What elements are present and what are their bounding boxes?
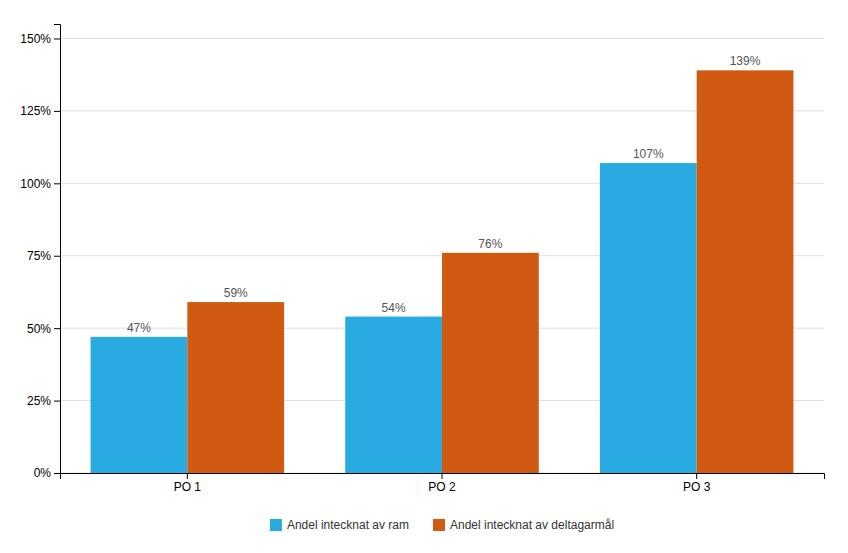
x-tick-label: PO 1 bbox=[174, 480, 202, 494]
data-label: 76% bbox=[478, 237, 502, 251]
x-tick: PO 1 bbox=[174, 473, 202, 494]
x-tick-label: PO 2 bbox=[428, 480, 456, 494]
y-tick: 100% bbox=[20, 177, 60, 191]
data-labels: 47% 54% 107% 59% 76% 139% bbox=[127, 54, 761, 335]
bar bbox=[442, 253, 539, 473]
x-tick-mark bbox=[696, 473, 697, 479]
data-label: 54% bbox=[382, 301, 406, 315]
y-tick-label: 150% bbox=[20, 32, 51, 46]
legend-label: Andel intecknat av ram bbox=[287, 518, 409, 532]
bar bbox=[187, 302, 284, 473]
y-tick-mark bbox=[54, 256, 60, 257]
data-label: 59% bbox=[224, 286, 248, 300]
y-tick-mark bbox=[54, 473, 60, 474]
x-axis: PO 1 PO 2 PO 3 bbox=[61, 473, 825, 494]
plot: 47% 54% 107% 59% 76% 139% 0% 25% 50% 75% 100% 125% 1… bbox=[20, 25, 824, 494]
legend-swatch bbox=[270, 519, 282, 531]
x-axis-line bbox=[61, 474, 825, 480]
grid-line bbox=[60, 38, 824, 39]
y-tick-mark bbox=[54, 328, 60, 329]
y-tick-label: 100% bbox=[20, 177, 51, 191]
x-tick-mark bbox=[442, 473, 443, 479]
grid bbox=[60, 38, 824, 473]
y-tick: 0% bbox=[34, 466, 60, 480]
y-axis-line bbox=[54, 25, 61, 474]
bar bbox=[600, 163, 697, 473]
bars bbox=[91, 70, 794, 473]
legend: Andel intecknat av ram Andel intecknat av… bbox=[270, 518, 614, 532]
y-tick-mark bbox=[54, 401, 60, 402]
y-tick-label: 25% bbox=[27, 394, 51, 408]
x-tick: PO 2 bbox=[428, 473, 456, 494]
y-tick-label: 50% bbox=[27, 322, 51, 336]
legend-label: Andel intecknat av deltagarmål bbox=[450, 518, 614, 532]
bar bbox=[697, 70, 794, 473]
y-tick-label: 0% bbox=[34, 466, 52, 480]
y-tick-mark bbox=[54, 183, 60, 184]
data-label: 47% bbox=[127, 321, 151, 335]
y-tick: 75% bbox=[27, 249, 60, 263]
legend-item: Andel intecknat av ram bbox=[270, 518, 409, 532]
x-tick: PO 3 bbox=[683, 473, 711, 494]
bar bbox=[91, 337, 188, 473]
x-tick-mark bbox=[187, 473, 188, 479]
y-tick-mark bbox=[54, 111, 60, 112]
chart: 47% 54% 107% 59% 76% 139% 0% 25% 50% 75% 100% 125% 1… bbox=[0, 0, 848, 553]
legend-swatch bbox=[433, 519, 445, 531]
y-tick: 25% bbox=[27, 394, 60, 408]
y-tick: 50% bbox=[27, 322, 60, 336]
y-tick-label: 125% bbox=[20, 104, 51, 118]
y-axis: 0% 25% 50% 75% 100% 125% 150% bbox=[20, 25, 60, 481]
legend-item: Andel intecknat av deltagarmål bbox=[433, 518, 614, 532]
data-label: 139% bbox=[730, 54, 761, 68]
y-tick: 150% bbox=[20, 32, 60, 46]
x-tick-label: PO 3 bbox=[683, 480, 711, 494]
bar bbox=[345, 317, 442, 473]
y-tick-label: 75% bbox=[27, 249, 51, 263]
data-label: 107% bbox=[633, 147, 664, 161]
y-tick-mark bbox=[54, 38, 60, 39]
y-tick: 125% bbox=[20, 104, 60, 118]
